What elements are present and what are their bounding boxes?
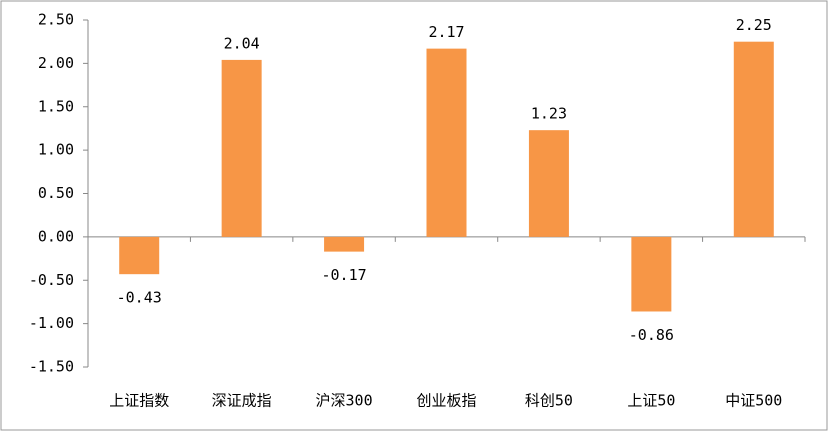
value-label: -0.86 bbox=[629, 326, 674, 344]
y-tick-label: 2.00 bbox=[38, 54, 74, 72]
value-label: 2.25 bbox=[736, 16, 772, 34]
bar bbox=[733, 41, 774, 237]
x-tick-label: 沪深300 bbox=[316, 392, 373, 410]
y-tick-label: 1.50 bbox=[38, 97, 74, 115]
bar bbox=[528, 130, 569, 237]
y-tick-label: 2.50 bbox=[38, 11, 74, 29]
y-tick-label: -1.00 bbox=[29, 314, 74, 332]
x-tick-label: 创业板指 bbox=[416, 392, 476, 410]
bar bbox=[426, 48, 467, 237]
bar bbox=[221, 59, 262, 237]
x-tick-label: 上证50 bbox=[627, 392, 675, 410]
y-tick-label: -0.50 bbox=[29, 271, 74, 289]
y-tick-label: -1.50 bbox=[29, 358, 74, 376]
bar bbox=[631, 236, 672, 312]
y-tick-label: 1.00 bbox=[38, 141, 74, 159]
value-label: 1.23 bbox=[531, 105, 567, 123]
x-tick-label: 深证成指 bbox=[212, 392, 272, 410]
bar bbox=[324, 236, 365, 252]
bar bbox=[119, 236, 160, 275]
x-tick-label: 科创50 bbox=[525, 392, 573, 410]
x-tick-label: 中证500 bbox=[725, 392, 782, 410]
value-label: 2.17 bbox=[428, 23, 464, 41]
value-label: -0.43 bbox=[117, 289, 162, 307]
value-label: 2.04 bbox=[224, 34, 260, 52]
value-label: -0.17 bbox=[321, 266, 366, 284]
y-tick-label: 0.50 bbox=[38, 184, 74, 202]
y-tick-label: 0.00 bbox=[38, 227, 74, 245]
x-tick-label: 上证指数 bbox=[109, 392, 169, 410]
